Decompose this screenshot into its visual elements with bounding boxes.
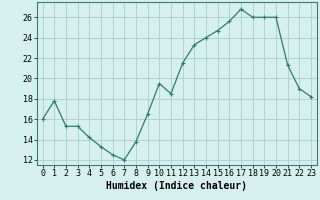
X-axis label: Humidex (Indice chaleur): Humidex (Indice chaleur) xyxy=(106,181,247,191)
